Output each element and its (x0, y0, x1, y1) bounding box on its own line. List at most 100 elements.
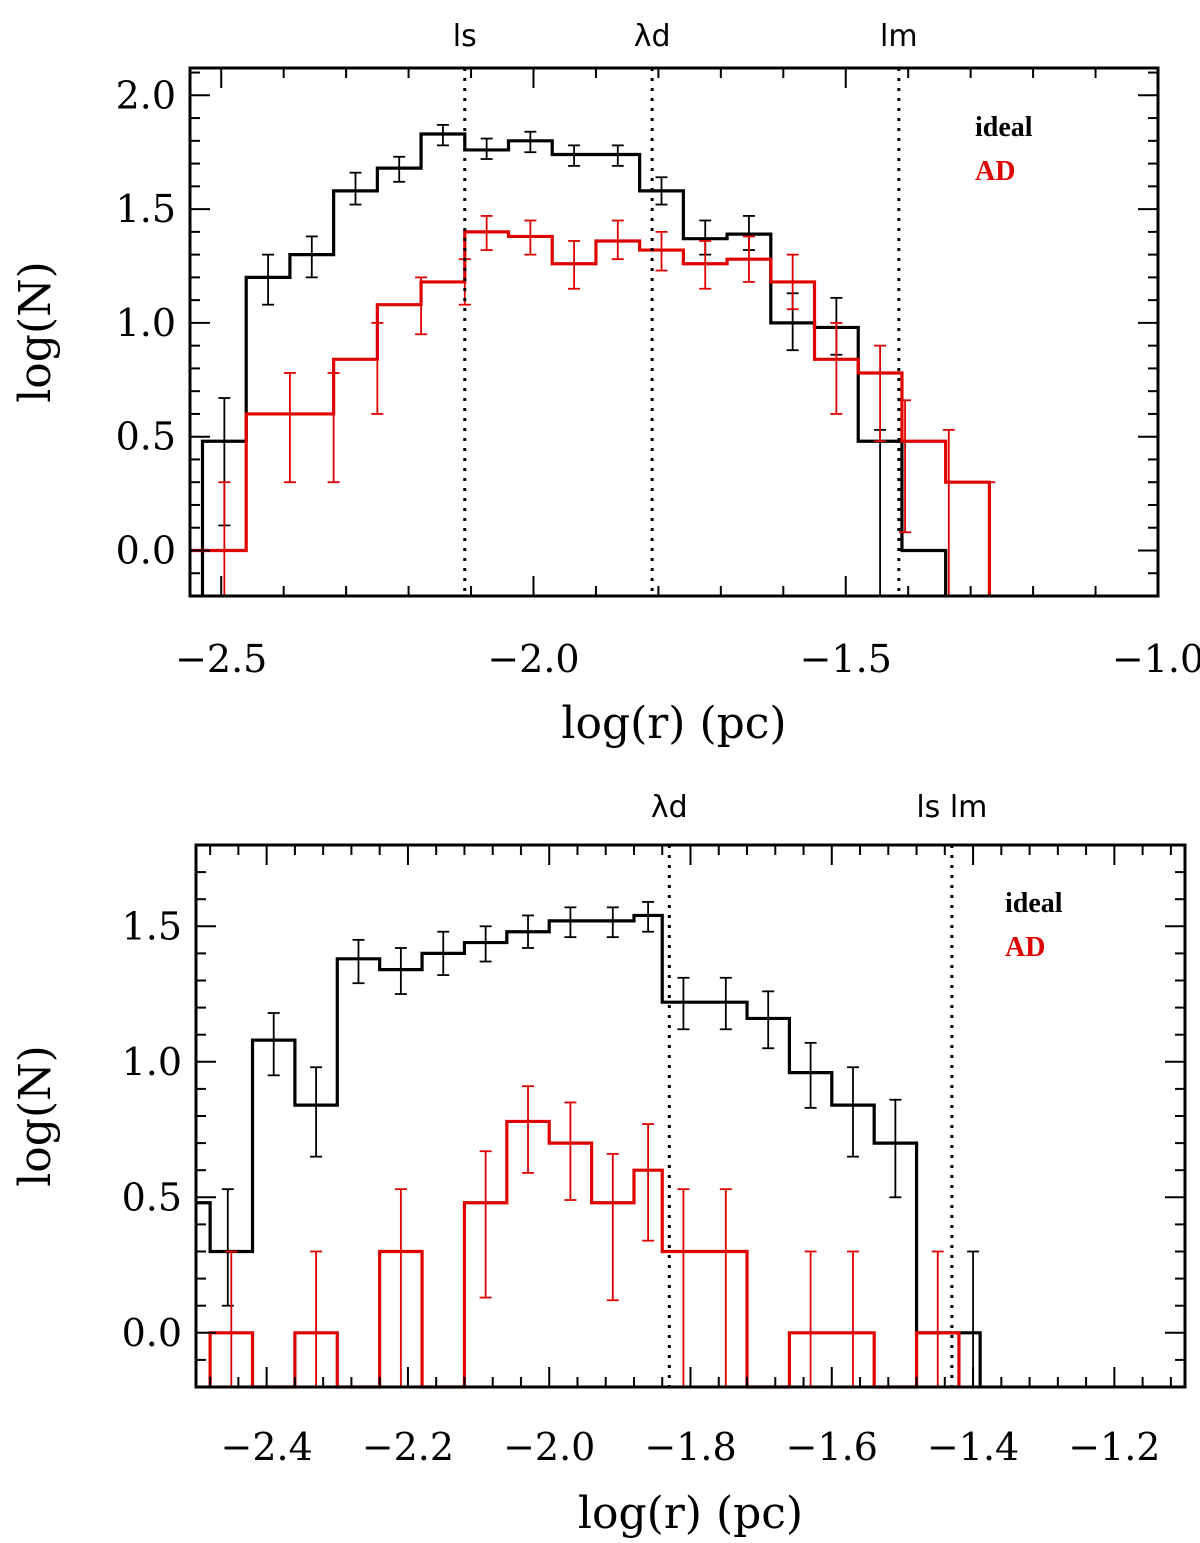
y-tick-label: 1.5 (116, 187, 176, 231)
error-bar (804, 1041, 817, 1109)
plot-frame (194, 843, 1187, 1389)
error-bar (522, 914, 535, 949)
error-bar (393, 155, 406, 183)
legend-entry-ideal: ideal (1005, 888, 1063, 919)
y-tick-label: 0.5 (122, 1175, 182, 1219)
error-bar (524, 219, 537, 256)
legend-entry-ideal: ideal (975, 112, 1033, 143)
y-axis-title: log(N) (10, 1045, 61, 1187)
x-tick-label: −2.0 (487, 637, 579, 681)
error-bar (804, 1250, 817, 1387)
error-bar (983, 481, 996, 596)
error-bar (310, 1250, 323, 1387)
error-bar (719, 976, 732, 1031)
error-bar (889, 1098, 902, 1199)
error-bar (262, 253, 275, 306)
error-bar (267, 1012, 280, 1077)
error-bar (480, 137, 493, 160)
series-AD (208, 1085, 961, 1389)
x-tick-label: −1.4 (927, 1425, 1019, 1469)
error-bar (606, 1153, 619, 1302)
plot-frame (188, 66, 1160, 598)
histogram-step-AD (208, 1119, 961, 1389)
x-axis-title: log(r) (pc) (578, 1488, 803, 1539)
error-bar (480, 215, 493, 251)
x-tick-label: −2.4 (221, 1425, 313, 1469)
marker-label: λd (634, 19, 671, 54)
x-tick-label: −1.8 (644, 1425, 736, 1469)
histogram-step-ideal (196, 913, 982, 1387)
series-ideal (200, 123, 948, 596)
y-tick-label: 1.0 (116, 301, 176, 345)
error-bar (327, 372, 340, 484)
error-bar (719, 1188, 732, 1387)
error-bar (699, 240, 712, 290)
error-bar (846, 1066, 859, 1158)
series-ideal (196, 901, 982, 1387)
error-bar (742, 235, 755, 283)
error-bar (874, 428, 887, 596)
marker-label: lm (880, 19, 918, 54)
x-axis-title: log(r) (pc) (561, 698, 786, 749)
error-bar (394, 947, 407, 995)
y-tick-label: 0.0 (122, 1311, 182, 1355)
x-tick-label: −2.0 (503, 1425, 595, 1469)
marker-label: ls (453, 19, 477, 54)
error-bar (899, 399, 912, 534)
x-tick-label: −2.5 (175, 637, 267, 681)
error-bar (479, 925, 492, 963)
error-bar (606, 906, 619, 939)
y-tick-label: 2.0 (116, 73, 176, 117)
x-tick-label: −1.5 (800, 637, 892, 681)
chart-panel-1: ls λd lm −2.5 −2.0 −1.5 −1.0 0.0 0.5 1.0 1.5 2.0 log… (10, 19, 1200, 749)
error-bar (677, 976, 690, 1031)
x-tick-label: −1.6 (786, 1425, 878, 1469)
error-bar (931, 1250, 944, 1387)
error-bar (218, 481, 231, 596)
error-bar (642, 901, 655, 933)
error-bar (568, 144, 581, 167)
error-bar (394, 1188, 407, 1387)
error-bar (564, 1101, 577, 1201)
histogram-step-ideal (200, 132, 948, 596)
error-bar (967, 1250, 980, 1387)
legend-entry-ad: AD (1005, 932, 1045, 963)
error-bar (524, 130, 537, 154)
error-bar (642, 1123, 655, 1242)
error-bar (874, 344, 887, 443)
error-bar (786, 253, 799, 311)
y-tick-label: 0.0 (116, 528, 176, 572)
error-bar (349, 171, 362, 206)
chart-panel-2: λd ls lm −2.4 −2.2 −2.0 −1.8 −1.6 −1.4 −1.2 0.0 0.… (10, 790, 1187, 1539)
error-bar (655, 176, 668, 206)
series-AD (190, 215, 996, 596)
y-tick-label: 1.0 (122, 1040, 182, 1084)
marker-label: λd (651, 790, 688, 825)
error-bar (942, 428, 955, 596)
error-bar (479, 1150, 492, 1299)
error-bar (655, 230, 668, 272)
error-bar (415, 276, 428, 336)
error-bar (564, 906, 577, 939)
error-bar (371, 321, 384, 415)
error-bar (762, 990, 775, 1050)
error-bar (436, 123, 449, 147)
x-tick-label: −2.2 (362, 1425, 454, 1469)
marker-label: ls lm (916, 790, 987, 825)
y-axis-title: log(N) (10, 261, 61, 403)
error-bar (522, 1085, 535, 1174)
error-bar (677, 1188, 690, 1387)
error-bar (225, 1250, 238, 1387)
error-bar (305, 235, 318, 279)
x-tick-label: −1.0 (1112, 637, 1200, 681)
y-tick-label: 0.5 (116, 415, 176, 459)
error-bar (611, 219, 624, 261)
error-bar (283, 372, 296, 484)
error-bar (846, 1250, 859, 1387)
x-tick-label: −1.2 (1068, 1425, 1160, 1469)
error-bar (437, 930, 450, 976)
error-bar (830, 321, 843, 415)
error-bar (611, 144, 624, 167)
histogram-step-AD (190, 230, 991, 596)
